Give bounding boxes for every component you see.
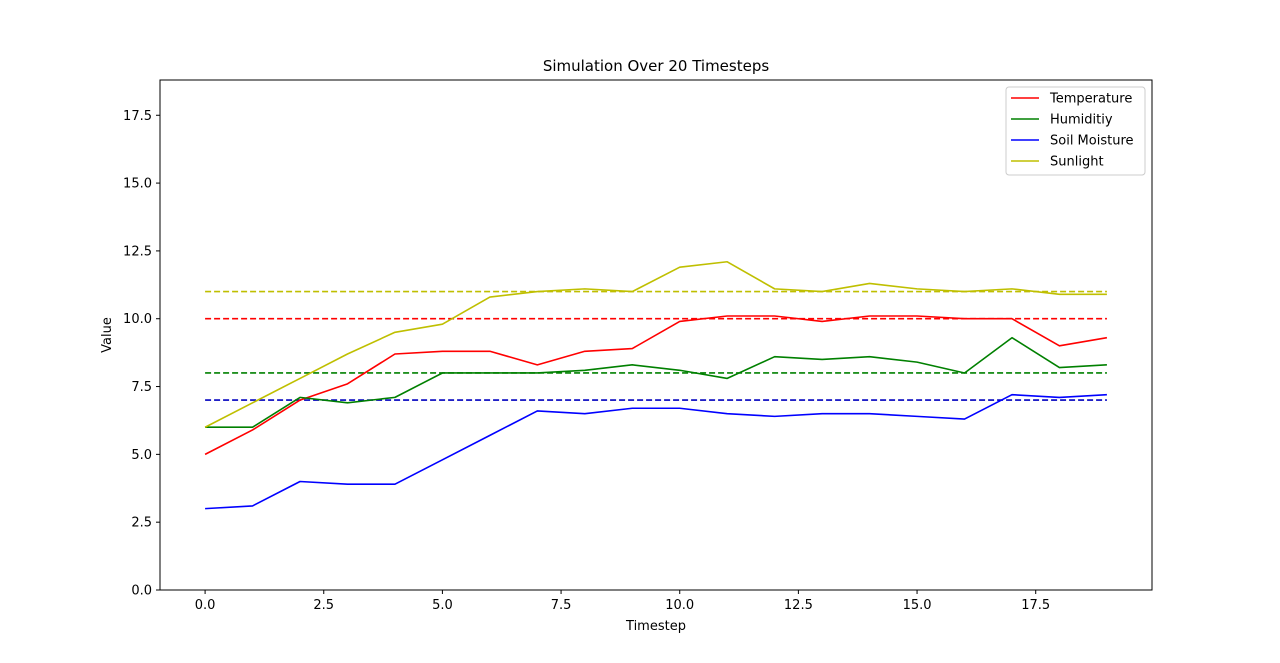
y-tick-label: 17.5 [123, 109, 152, 124]
legend-box [1005, 86, 1146, 176]
y-tick-label: 0.0 [131, 584, 152, 599]
x-tick-label: 2.5 [313, 598, 334, 613]
x-axis-label: Timestep [625, 619, 686, 634]
x-axis: 0.0 2.5 5.0 7.5 10.0 12.5 15.0 17.5 [195, 590, 1050, 613]
y-tick-label: 7.5 [131, 380, 152, 395]
series-line-humiditiy [205, 336, 1107, 429]
legend: Temperature Humiditiy Soil Moisture Sunligh… [1005, 86, 1146, 176]
y-tick-label: 5.0 [131, 448, 152, 463]
x-tick-label: 0.0 [195, 598, 216, 613]
legend-label: Sunlight [1050, 155, 1104, 170]
x-tick-label: 10.0 [665, 598, 694, 613]
y-tick-label: 12.5 [123, 244, 152, 259]
series-line-soil-moisture [205, 393, 1107, 510]
legend-label: Soil Moisture [1050, 134, 1134, 149]
series-line-temperature [204, 315, 1108, 456]
plot-area [204, 260, 1108, 510]
x-tick-label: 17.5 [1021, 598, 1050, 613]
y-tick-label: 15.0 [123, 177, 152, 192]
y-tick-label: 2.5 [131, 516, 152, 531]
chart-title: Simulation Over 20 Timesteps [543, 57, 770, 75]
legend-label: Temperature [1049, 92, 1132, 107]
x-tick-label: 5.0 [432, 598, 453, 613]
x-tick-label: 15.0 [903, 598, 932, 613]
x-tick-label: 7.5 [551, 598, 572, 613]
y-axis-label: Value [100, 317, 115, 353]
y-tick-label: 10.0 [123, 312, 152, 327]
series-line-sunlight [204, 260, 1107, 428]
legend-label: Humiditiy [1050, 113, 1113, 128]
y-axis: 0.0 2.5 5.0 7.5 10.0 12.5 15.0 17.5 [123, 109, 160, 599]
x-tick-label: 12.5 [784, 598, 813, 613]
plot-frame [159, 79, 1153, 591]
